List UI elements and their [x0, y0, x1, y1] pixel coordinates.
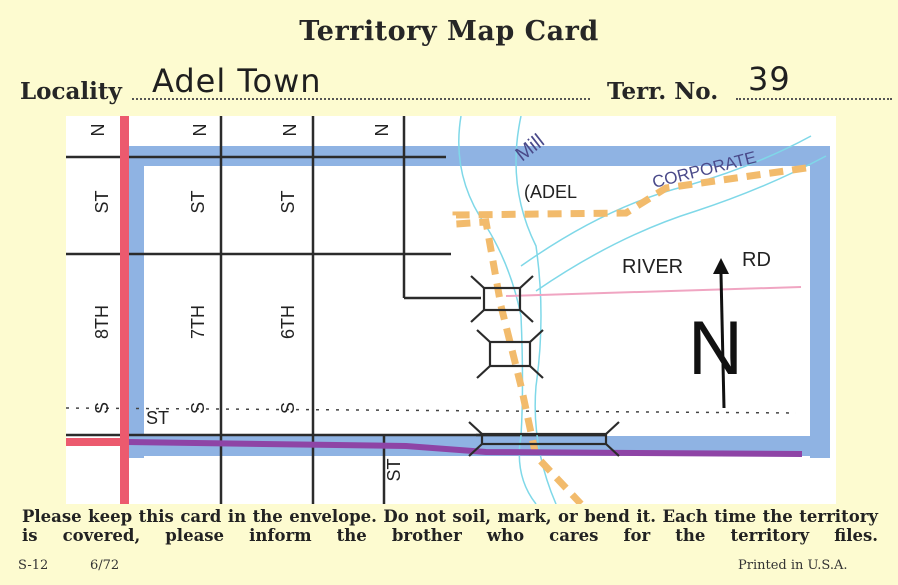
river-road	[505, 286, 802, 297]
form-date: 6/72	[90, 558, 120, 573]
locality-label: Locality	[20, 78, 122, 105]
street-st-1: ST	[92, 190, 112, 213]
terr-label: Terr. No.	[607, 78, 719, 105]
red-road	[66, 116, 129, 504]
card-title: Territory Map Card	[299, 16, 599, 47]
north-arrow: N	[688, 258, 743, 409]
terr-value: 39	[748, 60, 791, 98]
notice-text: Please keep this card in the envelope. D…	[22, 507, 878, 545]
form-number: S-12	[18, 558, 49, 573]
bridges	[468, 275, 620, 457]
street-6th: 6TH	[278, 305, 298, 339]
printed-in: Printed in U.S.A.	[738, 558, 848, 573]
street-s-1: S	[92, 402, 112, 414]
street-7th: 7TH	[188, 305, 208, 339]
street-s-3: S	[278, 402, 298, 414]
purple-road	[121, 146, 803, 457]
label-rd: RD	[742, 249, 771, 271]
territory-boundary	[124, 146, 830, 458]
street-n-2: N	[190, 124, 210, 137]
locality-dotted-line	[132, 98, 590, 100]
dotted-street	[66, 407, 797, 414]
label-river: RIVER	[622, 256, 683, 278]
corporate-limit	[452, 164, 807, 504]
map-svg: N N N N N ST ST ST 8TH 7TH 6TH S S S ST …	[66, 116, 830, 504]
street-n-4: N	[372, 124, 392, 137]
locality-value: Adel Town	[152, 62, 322, 100]
street-n-1: N	[88, 124, 108, 137]
street-bottom-st: ST	[384, 458, 404, 481]
street-n-3: N	[280, 124, 300, 137]
street-st-3: ST	[278, 190, 298, 213]
territory-map: N N N N N ST ST ST 8TH 7TH 6TH S S S ST …	[66, 116, 836, 504]
north-letter: N	[688, 306, 743, 391]
street-s-st: ST	[146, 408, 169, 428]
street-8th: 8TH	[92, 305, 112, 339]
street-s-2: S	[188, 402, 208, 414]
street-st-2: ST	[188, 190, 208, 213]
label-adel: (ADEL	[524, 182, 577, 202]
terr-dotted-line	[736, 98, 892, 100]
